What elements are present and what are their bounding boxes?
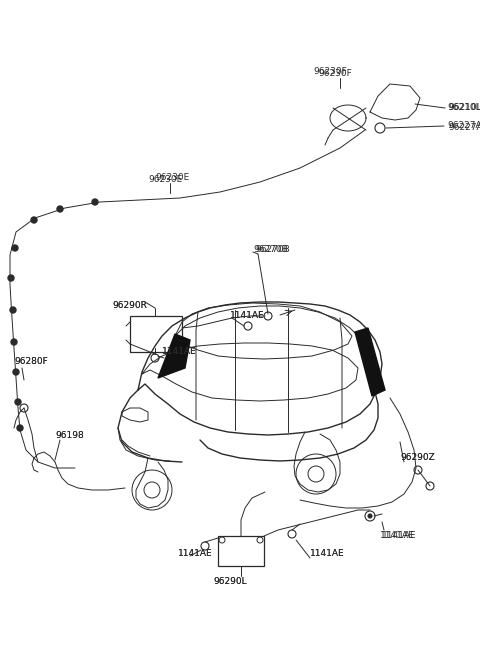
- Text: 96230E: 96230E: [155, 173, 189, 182]
- Text: 96290L: 96290L: [213, 577, 247, 586]
- Circle shape: [15, 399, 21, 405]
- Bar: [218, 536, 264, 566]
- Text: 96270B: 96270B: [253, 245, 288, 255]
- Text: 96290R: 96290R: [112, 300, 147, 310]
- Text: 1141AE: 1141AE: [178, 550, 213, 558]
- Text: 96290R: 96290R: [112, 300, 147, 310]
- Circle shape: [13, 369, 19, 375]
- Text: 96210L: 96210L: [448, 104, 480, 112]
- Text: 1141AE: 1141AE: [380, 531, 415, 541]
- Text: 1141AE: 1141AE: [310, 550, 345, 558]
- Circle shape: [92, 199, 98, 205]
- Text: 96230F: 96230F: [318, 70, 352, 79]
- Text: 1141AE: 1141AE: [162, 348, 197, 356]
- Text: 96198: 96198: [55, 432, 84, 440]
- Polygon shape: [355, 328, 385, 396]
- Text: 96270B: 96270B: [255, 245, 290, 255]
- Circle shape: [57, 206, 63, 212]
- Circle shape: [368, 514, 372, 518]
- Text: 1141AE: 1141AE: [178, 550, 213, 558]
- Text: 96210L: 96210L: [447, 104, 480, 112]
- Text: 1141AE: 1141AE: [230, 312, 264, 321]
- Text: 1141AE: 1141AE: [310, 550, 345, 558]
- Text: 96230F: 96230F: [313, 68, 347, 77]
- Circle shape: [12, 245, 18, 251]
- Text: 96198: 96198: [55, 432, 84, 440]
- Text: 96280F: 96280F: [14, 358, 48, 367]
- Text: 96290L: 96290L: [213, 577, 247, 586]
- Text: 96290Z: 96290Z: [400, 453, 435, 462]
- Text: 96230E: 96230E: [148, 174, 182, 184]
- Bar: [130, 316, 182, 352]
- Circle shape: [17, 425, 23, 431]
- Polygon shape: [158, 334, 190, 378]
- Circle shape: [31, 217, 37, 223]
- Text: 1141AE: 1141AE: [382, 531, 417, 541]
- Text: 1141AE: 1141AE: [230, 312, 264, 321]
- Circle shape: [11, 339, 17, 345]
- Text: 96280F: 96280F: [14, 358, 48, 367]
- Circle shape: [8, 275, 14, 281]
- Text: 1141AE: 1141AE: [162, 348, 197, 356]
- Text: 96227A: 96227A: [448, 123, 480, 133]
- Text: 96227A: 96227A: [447, 121, 480, 131]
- Circle shape: [10, 307, 16, 313]
- Text: 96290Z: 96290Z: [400, 453, 435, 462]
